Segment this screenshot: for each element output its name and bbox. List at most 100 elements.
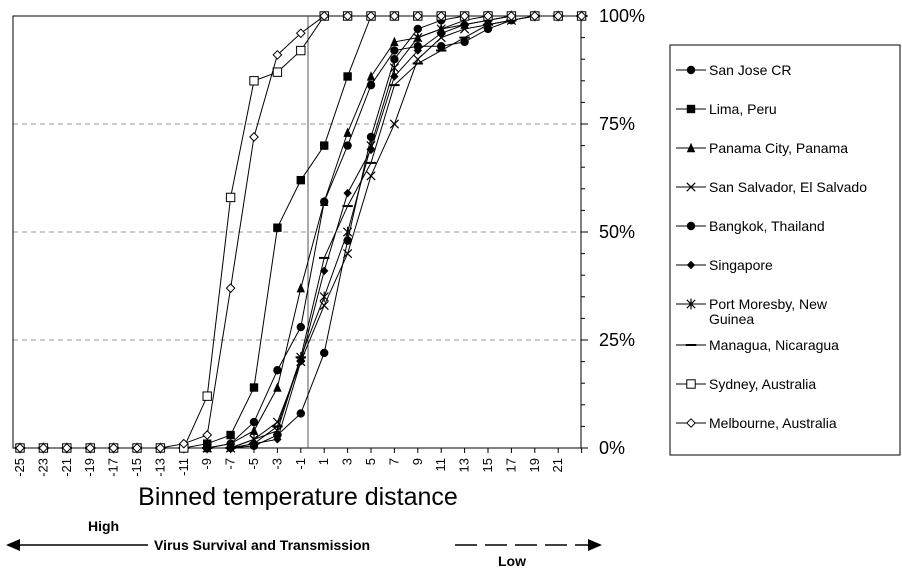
data-point [460,37,469,47]
data-point [202,391,212,401]
data-point [413,24,422,34]
data-point [225,283,236,294]
data-point [529,11,540,21]
data-point [686,418,696,428]
data-point [296,322,305,332]
legend-entry: Bangkok, Thailand [676,218,825,234]
y-tick-label: 100% [599,6,645,26]
x-tick-label: 13 [457,458,472,472]
data-point [342,226,353,238]
data-point [273,435,282,444]
data-point [132,443,142,453]
data-point [319,300,329,311]
x-tick-label: -3 [269,458,284,470]
x-tick-label: 1 [316,458,331,465]
y-tick-label: 0% [599,438,625,458]
data-point [202,430,213,440]
y-tick-label: 50% [599,222,635,242]
data-point [413,46,422,55]
x-tick-label: 11 [433,458,448,472]
x-tick-label: -7 [223,458,238,470]
data-point [342,248,353,259]
x-tick-label: -15 [129,458,144,477]
data-point [389,62,400,74]
data-point [273,382,282,392]
data-point [686,104,696,114]
y-tick-label: 75% [599,114,635,134]
x-tick-label: 9 [410,458,425,465]
data-point [273,223,282,232]
data-point [686,221,696,231]
data-point [296,282,305,293]
legend-label: Melbourne, Australia [709,415,837,431]
x-tick-label: -13 [152,458,167,477]
data-point [225,192,236,203]
data-point [319,11,330,21]
data-point [436,23,446,35]
data-point [295,28,306,39]
data-point [226,430,235,440]
series-group [14,10,587,454]
data-point [15,443,25,453]
data-point [412,11,423,21]
data-point [686,182,696,192]
x-axis-title: Binned temperature distance [138,483,458,511]
x-tick-label: 5 [363,458,378,465]
x-tick-label: 15 [480,458,495,472]
legend-box [669,44,901,456]
data-point [366,80,376,90]
data-point [413,42,422,51]
data-point [178,438,189,449]
x-tick-label: -23 [35,458,50,477]
data-point [249,417,259,427]
legend-entry: Melbourne, Australia [676,415,837,431]
data-point [436,11,447,21]
data-point [249,76,259,86]
data-point [459,11,470,21]
data-point [296,45,306,56]
data-point [343,127,352,137]
data-point [319,291,329,302]
x-tick-label: -1 [293,458,308,470]
data-point [437,42,446,51]
x-tick-label: 17 [503,458,518,472]
legend-entry: Singapore [676,257,773,273]
legend: San Jose CR Lima, Peru Panama City, Panama… [669,44,901,456]
x-tick-label: -21 [59,458,74,477]
legend-label: San Salvador, El Salvado [709,179,867,195]
data-point [320,141,329,150]
right-arrow-head [588,539,602,551]
x-tick-label: 3 [340,458,355,465]
virus-survival-annotation: High Virus Survival and Transmission Low [6,518,602,569]
data-point [273,366,282,375]
legend-entry: San Salvador, El Salvado [676,179,867,195]
data-point [389,11,400,21]
data-point [366,11,376,21]
data-point [686,298,696,310]
x-tick-label: -25 [12,458,27,477]
legend-entry: San Jose CR [676,62,791,78]
legend-entries: San Jose CR Lima, Peru Panama City, Panama… [676,62,867,431]
data-point [576,11,587,21]
data-point [249,132,259,142]
data-point [342,11,353,21]
legend-label: San Jose CR [709,62,791,78]
data-point [296,409,305,418]
x-tick-label: -5 [246,458,261,470]
grid [13,123,581,341]
left-arrow-head [6,539,20,551]
series-10 [15,11,587,453]
x-tick-label: 21 [550,458,565,472]
axes: 0%25%50%75%100%-25 -23 -21 -19 -17 -15 -13 -11-… [12,6,645,477]
legend-label: Lima, Peru [709,101,777,117]
x-tick-label: -17 [106,458,121,477]
data-point [85,443,96,453]
data-point [366,71,376,81]
data-point [366,140,376,151]
legend-entry: Sydney, Australia [676,376,816,392]
legend-label: Singapore [709,257,773,273]
x-tick-label: -11 [176,458,191,476]
data-point [553,11,564,21]
x-tick-label: 19 [527,458,542,472]
